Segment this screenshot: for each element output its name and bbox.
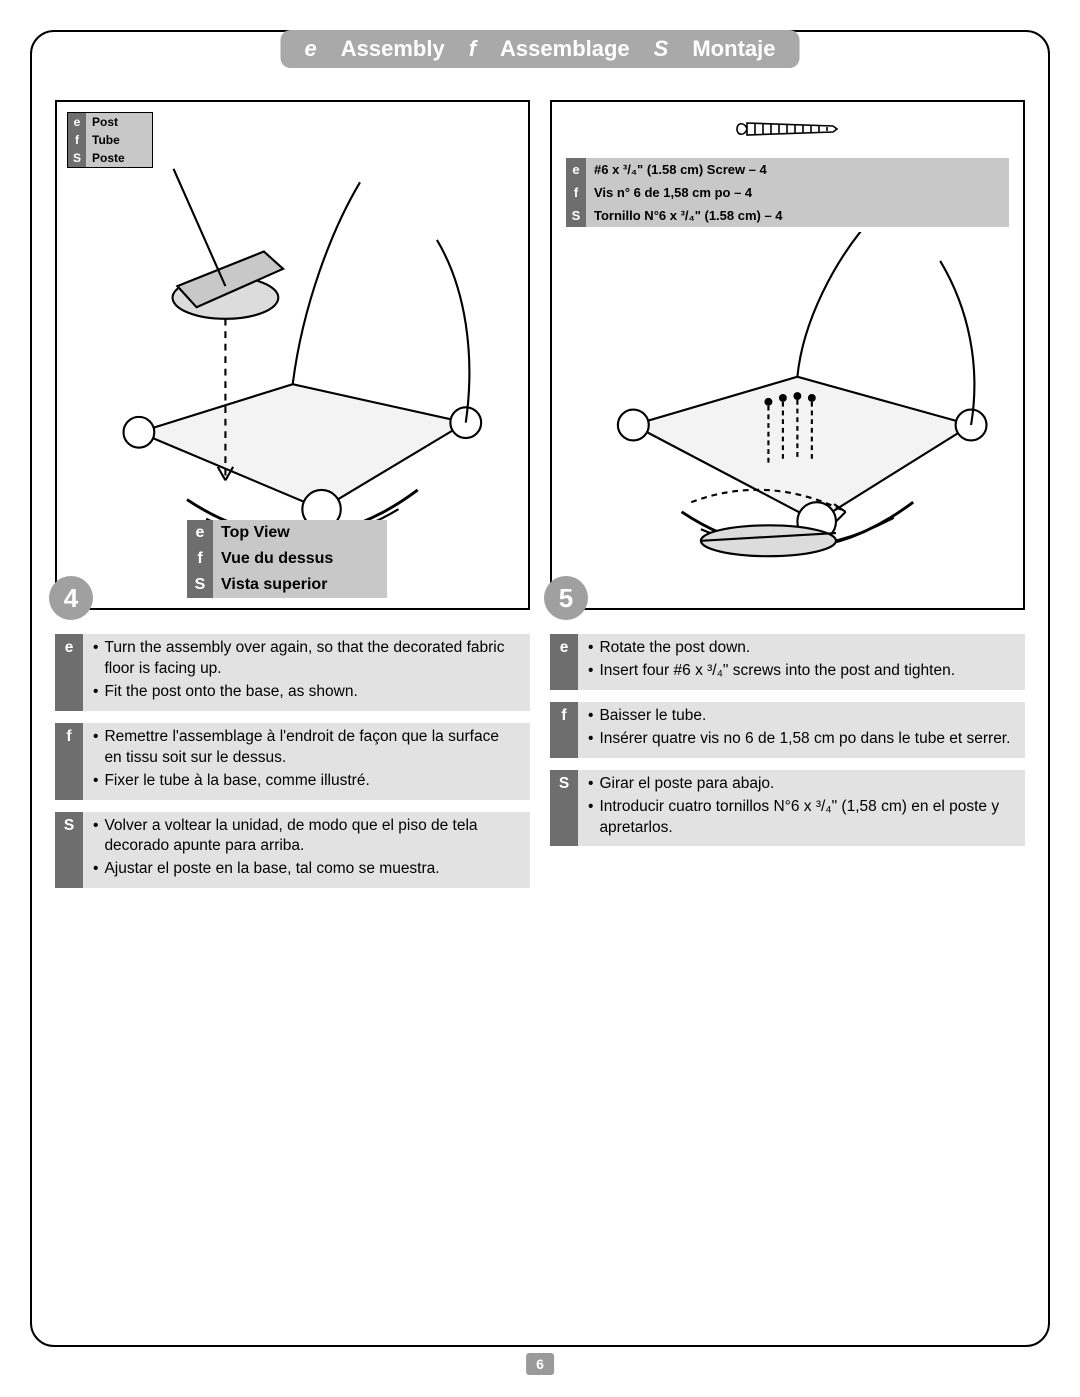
inst-body: Rotate the post down. Insert four #6 x ³… xyxy=(578,634,1025,690)
view-label: Vue du dessus xyxy=(213,546,387,572)
inst-code: S xyxy=(55,812,83,889)
view-row: e Top View xyxy=(187,520,387,546)
inst-text: Insert four #6 x ³/₄" screws into the po… xyxy=(599,661,955,682)
view-row: S Vista superior xyxy=(187,572,387,598)
header-code-s: S xyxy=(654,36,669,62)
inst-text: Girar el poste para abajo. xyxy=(599,774,774,795)
view-code: f xyxy=(187,546,213,572)
view-code: e xyxy=(187,520,213,546)
screw-code: e xyxy=(566,158,586,181)
inst-block: S Girar el poste para abajo. Introducir … xyxy=(550,770,1025,847)
diagram-step-5: e #6 x ³/₄" (1.58 cm) Screw – 4 f Vis n°… xyxy=(550,100,1025,610)
inst-text: Fit the post onto the base, as shown. xyxy=(104,682,357,703)
header-label-assemblage: Assemblage xyxy=(500,36,630,62)
screw-icon xyxy=(733,114,843,151)
left-column: e Post f Tube S Poste xyxy=(55,100,530,888)
inst-text: Remettre l'assemblage à l'endroit de faç… xyxy=(104,727,520,769)
view-label: Vista superior xyxy=(213,572,387,598)
view-row: f Vue du dessus xyxy=(187,546,387,572)
diagram-illustration-5 xyxy=(552,222,1023,608)
inst-code: e xyxy=(55,634,83,711)
inst-body: Volver a voltear la unidad, de modo que … xyxy=(83,812,530,889)
instructions-step-4: e Turn the assembly over again, so that … xyxy=(55,634,530,888)
step-badge-5: 5 xyxy=(544,576,588,620)
inst-text: Ajustar el poste en la base, tal como se… xyxy=(104,859,439,880)
right-column: e #6 x ³/₄" (1.58 cm) Screw – 4 f Vis n°… xyxy=(550,100,1025,888)
inst-text: Rotate the post down. xyxy=(599,638,750,659)
inst-block: f Baisser le tube. Insérer quatre vis no… xyxy=(550,702,1025,758)
step-badge-4: 4 xyxy=(49,576,93,620)
header-code-e: e xyxy=(305,36,317,62)
page-number: 6 xyxy=(526,1353,554,1375)
header-bar: e Assembly f Assemblage S Montaje xyxy=(281,30,800,68)
diagram-step-4: e Post f Tube S Poste xyxy=(55,100,530,610)
view-label: Top View xyxy=(213,520,387,546)
columns: e Post f Tube S Poste xyxy=(55,100,1025,888)
view-code: S xyxy=(187,572,213,598)
inst-text: Baisser le tube. xyxy=(599,706,706,727)
inst-text: Volver a voltear la unidad, de modo que … xyxy=(104,816,520,858)
inst-body: Turn the assembly over again, so that th… xyxy=(83,634,530,711)
inst-code: f xyxy=(550,702,578,758)
inst-text: Fixer le tube à la base, comme illustré. xyxy=(104,771,369,792)
screw-label: Vis n° 6 de 1,58 cm po – 4 xyxy=(586,181,1009,204)
inst-text: Turn the assembly over again, so that th… xyxy=(104,638,520,680)
inst-block: e Turn the assembly over again, so that … xyxy=(55,634,530,711)
screw-callout: e #6 x ³/₄" (1.58 cm) Screw – 4 f Vis n°… xyxy=(566,158,1009,227)
inst-code: e xyxy=(550,634,578,690)
inst-block: f Remettre l'assemblage à l'endroit de f… xyxy=(55,723,530,800)
screw-code: f xyxy=(566,181,586,204)
screw-row: f Vis n° 6 de 1,58 cm po – 4 xyxy=(566,181,1009,204)
screw-row: e #6 x ³/₄" (1.58 cm) Screw – 4 xyxy=(566,158,1009,181)
inst-text: Introducir cuatro tornillos N°6 x ³/₄" (… xyxy=(599,797,1015,839)
inst-block: e Rotate the post down. Insert four #6 x… xyxy=(550,634,1025,690)
inst-text: Insérer quatre vis no 6 de 1,58 cm po da… xyxy=(599,729,1010,750)
screw-label: #6 x ³/₄" (1.58 cm) Screw – 4 xyxy=(586,158,1009,181)
inst-body: Remettre l'assemblage à l'endroit de faç… xyxy=(83,723,530,800)
header-label-assembly: Assembly xyxy=(341,36,445,62)
header-label-montaje: Montaje xyxy=(692,36,775,62)
inst-body: Girar el poste para abajo. Introducir cu… xyxy=(578,770,1025,847)
inst-block: S Volver a voltear la unidad, de modo qu… xyxy=(55,812,530,889)
view-label-box: e Top View f Vue du dessus S Vista super… xyxy=(187,520,387,598)
inst-body: Baisser le tube. Insérer quatre vis no 6… xyxy=(578,702,1025,758)
header-code-f: f xyxy=(469,36,476,62)
inst-code: S xyxy=(550,770,578,847)
inst-code: f xyxy=(55,723,83,800)
instructions-step-5: e Rotate the post down. Insert four #6 x… xyxy=(550,634,1025,846)
